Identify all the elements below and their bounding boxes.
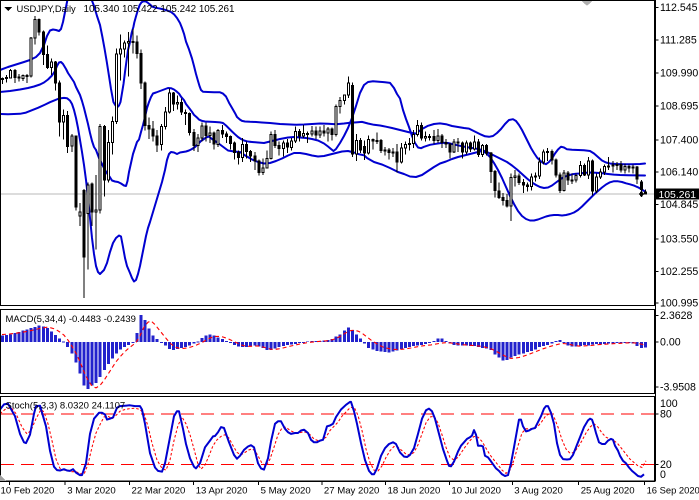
svg-text:3 Aug 2020: 3 Aug 2020 (514, 486, 563, 497)
svg-text:5 May 2020: 5 May 2020 (261, 486, 311, 497)
svg-text:-3.9508: -3.9508 (660, 382, 696, 394)
svg-text:111.285: 111.285 (660, 34, 697, 46)
svg-text:107.400: 107.400 (660, 134, 698, 146)
svg-text:10 Feb 2020: 10 Feb 2020 (1, 486, 55, 497)
svg-text:104.845: 104.845 (660, 199, 698, 211)
svg-text:3 Mar 2020: 3 Mar 2020 (67, 486, 116, 497)
svg-text:10 Jul 2020: 10 Jul 2020 (451, 486, 501, 497)
svg-text:USDJPY,Daily: USDJPY,Daily (17, 3, 77, 14)
svg-text:0.00: 0.00 (660, 337, 681, 349)
svg-text:13 Apr 2020: 13 Apr 2020 (196, 486, 248, 497)
svg-text:80: 80 (660, 409, 672, 421)
svg-text:105.261: 105.261 (659, 190, 697, 201)
svg-text:105.340 105.422 105.242 105.26: 105.340 105.422 105.242 105.261 (84, 4, 236, 15)
svg-text:109.990: 109.990 (660, 68, 698, 80)
svg-text:0: 0 (660, 469, 666, 481)
svg-text:108.695: 108.695 (660, 101, 698, 113)
svg-text:27 May 2020: 27 May 2020 (324, 486, 379, 497)
svg-text:102.255: 102.255 (660, 266, 698, 278)
svg-text:103.550: 103.550 (660, 234, 698, 246)
svg-text:22 Mar 2020: 22 Mar 2020 (132, 486, 186, 497)
svg-text:Stoch(5,3,3) 8.0320 24.1107: Stoch(5,3,3) 8.0320 24.1107 (6, 401, 126, 412)
svg-text:100.995: 100.995 (660, 298, 698, 310)
svg-text:20: 20 (660, 459, 672, 471)
svg-text:100: 100 (660, 398, 678, 410)
svg-text:2.3628: 2.3628 (660, 310, 693, 322)
svg-text:MACD(5,34,4) -0.4483 -0.2439: MACD(5,34,4) -0.4483 -0.2439 (6, 314, 136, 325)
svg-text:106.140: 106.140 (660, 167, 698, 179)
svg-text:112.545: 112.545 (660, 2, 698, 14)
svg-text:25 Aug 2020: 25 Aug 2020 (581, 486, 635, 497)
svg-text:18 Jun 2020: 18 Jun 2020 (388, 486, 441, 497)
svg-text:16 Sep 2020: 16 Sep 2020 (647, 485, 699, 496)
